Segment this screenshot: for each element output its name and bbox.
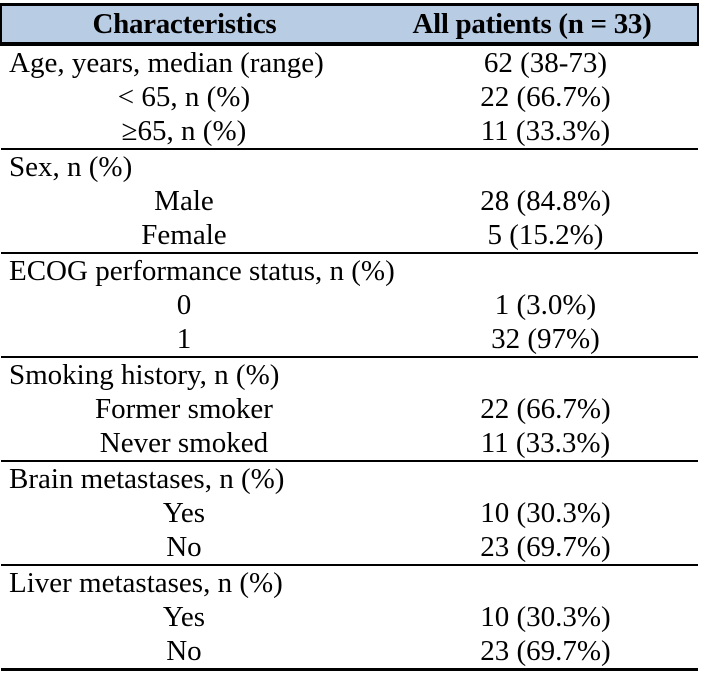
value-cell [366,356,698,392]
characteristic-cell: ECOG performance status, n (%) [1,252,395,288]
characteristic-cell: Sex, n (%) [1,148,367,184]
value-cell: 1 (3.0%) [494,289,597,321]
table-row: Yes 10 (30.3%) [1,600,698,634]
characteristic-cell: Brain metastases, n (%) [1,460,367,496]
table-row: Never smoked 11 (33.3%) [1,426,698,461]
table-body: Age, years, median (range) 62 (38-73) < 65… [1,43,698,671]
table-row: Yes 10 (30.3%) [1,496,698,530]
value-cell: 62 (38-73) [366,43,698,80]
characteristic-cell: Male [154,185,214,217]
characteristic-cell: < 65, n (%) [117,81,251,113]
table-row: Female 5 (15.2%) [1,218,698,253]
table-row: ≥65, n (%) 11 (33.3%) [1,114,698,149]
table-row: Male 28 (84.8%) [1,184,698,218]
characteristic-cell: Age, years, median (range) [1,43,367,80]
table-row: 1 32 (97%) [1,322,698,357]
table-row: Former smoker 22 (66.7%) [1,392,698,426]
table-row: Brain metastases, n (%) [1,460,698,496]
characteristic-cell: Smoking history, n (%) [1,356,367,392]
table-row: Sex, n (%) [1,148,698,184]
table-row: Liver metastases, n (%) [1,564,698,600]
table-row: No 23 (69.7%) [1,634,698,671]
table-row: ECOG performance status, n (%) [1,252,698,288]
table-header: Characteristics All patients (n = 33) [0,3,700,46]
value-cell: 11 (33.3%) [480,427,611,459]
table-row: Age, years, median (range) 62 (38-73) [1,43,698,80]
table-row: No 23 (69.7%) [1,530,698,565]
characteristic-cell: Female [141,219,227,251]
characteristic-cell: Never smoked [99,427,269,459]
characteristics-table: Characteristics All patients (n = 33) Ag… [0,3,700,671]
value-cell: 11 (33.3%) [480,115,611,147]
value-cell: 32 (97%) [491,323,600,355]
value-cell [366,148,698,184]
column-header-all-patients: All patients (n = 33) [366,3,700,46]
value-cell: 23 (69.7%) [480,531,611,563]
characteristic-cell: No [166,531,202,563]
value-cell: 23 (69.7%) [366,634,698,671]
page: Characteristics All patients (n = 33) Ag… [0,3,700,671]
value-cell: 22 (66.7%) [480,81,611,113]
table-row: 0 1 (3.0%) [1,288,698,322]
characteristic-cell: Yes [162,601,206,633]
value-cell: 22 (66.7%) [480,393,611,425]
characteristic-cell: Former smoker [94,393,273,425]
column-header-characteristics: Characteristics [0,3,367,46]
characteristic-cell: Liver metastases, n (%) [1,564,367,600]
table-header-row: Characteristics All patients (n = 33) [0,3,700,46]
characteristic-cell: ≥65, n (%) [121,115,247,147]
value-cell: 10 (30.3%) [480,601,611,633]
characteristic-cell: Yes [162,497,206,529]
characteristic-cell: No [1,634,367,671]
value-cell: 5 (15.2%) [487,219,604,251]
value-cell [366,252,698,288]
table-row: Smoking history, n (%) [1,356,698,392]
value-cell [366,564,698,600]
value-cell [366,460,698,496]
value-cell: 28 (84.8%) [480,185,611,217]
value-cell: 10 (30.3%) [480,497,611,529]
characteristic-cell: 0 [176,289,192,321]
table-row: < 65, n (%) 22 (66.7%) [1,80,698,114]
characteristic-cell: 1 [176,323,192,355]
